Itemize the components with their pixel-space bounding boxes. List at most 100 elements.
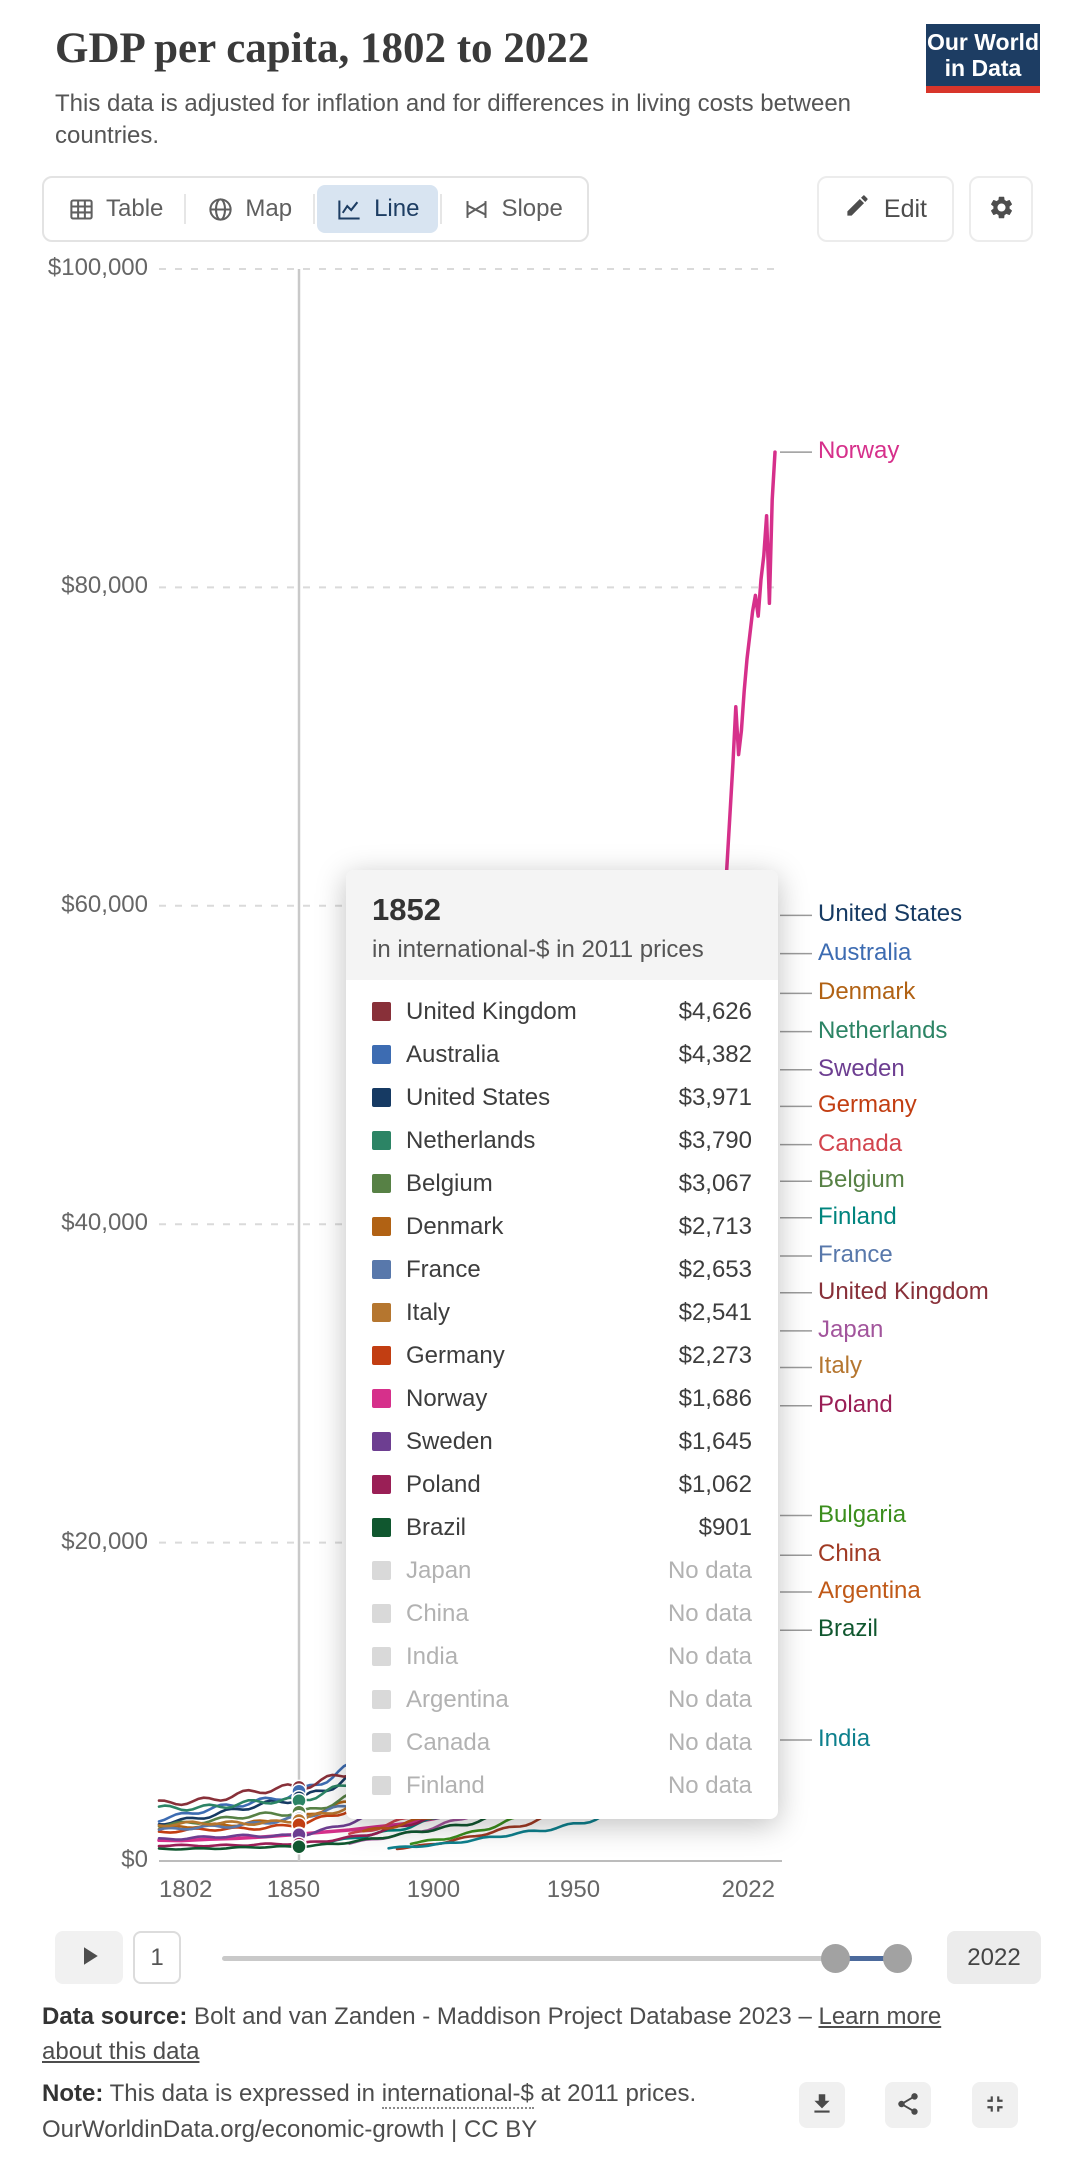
series-name: Denmark xyxy=(406,1212,504,1240)
series-name: Japan xyxy=(406,1556,472,1584)
series-color-swatch xyxy=(372,1518,391,1537)
tooltip-row: Belgium $3,067 xyxy=(372,1162,752,1205)
tab-separator xyxy=(440,194,443,224)
x-tick-label: 1900 xyxy=(406,1876,461,1903)
tooltip-rows: United Kingdom $4,626 Australia $4,382 Unite… xyxy=(346,980,778,1819)
series-value: No data xyxy=(667,1685,752,1713)
tooltip-row: China No data xyxy=(372,1592,752,1635)
line-chart-icon xyxy=(336,196,363,223)
learn-more-link[interactable]: Learn more about this data xyxy=(42,2003,942,2065)
international-dollar-term[interactable]: international-$ xyxy=(381,2080,534,2109)
series-value: No data xyxy=(667,1642,752,1670)
y-tick-label: $20,000 xyxy=(61,1527,148,1555)
series-color-swatch xyxy=(372,1561,391,1580)
tab-table[interactable]: Table xyxy=(49,185,182,233)
series-value: $2,653 xyxy=(678,1255,752,1283)
series-name: Italy xyxy=(406,1298,451,1326)
tooltip-row: Italy $2,541 xyxy=(372,1291,752,1334)
series-value: $4,626 xyxy=(678,997,752,1025)
exit-fullscreen-button[interactable] xyxy=(972,2082,1018,2128)
x-tick-label: 2022 xyxy=(721,1876,775,1903)
series-value: No data xyxy=(667,1599,752,1627)
pencil-icon xyxy=(844,192,871,226)
y-tick-label: $60,000 xyxy=(61,890,148,918)
series-color-swatch xyxy=(372,1389,391,1408)
series-value: $3,790 xyxy=(678,1126,752,1154)
series-color-swatch xyxy=(372,1776,391,1795)
gridlines xyxy=(159,268,782,1862)
tab-label: Map xyxy=(245,195,293,222)
series-value: No data xyxy=(667,1556,752,1584)
x-tick-label: 1950 xyxy=(546,1876,601,1903)
x-tick-label: 1802 xyxy=(159,1876,213,1903)
y-tick-label: $100,000 xyxy=(47,254,148,281)
tooltip-row: Australia $4,382 xyxy=(372,1033,752,1076)
page-title: GDP per capita, 1802 to 2022 xyxy=(55,25,590,72)
series-name: Poland xyxy=(406,1470,481,1498)
data-source-label: Data source: xyxy=(42,2003,188,2030)
series-color-swatch xyxy=(372,1002,391,1021)
series-name: Norway xyxy=(406,1384,488,1412)
note-label: Note: xyxy=(42,2080,104,2107)
series-value: No data xyxy=(667,1771,752,1799)
tooltip-row: Norway $1,686 xyxy=(372,1377,752,1420)
series-name: United Kingdom xyxy=(406,997,577,1025)
series-name: Australia xyxy=(406,1040,500,1068)
series-name: China xyxy=(406,1599,469,1627)
play-button[interactable] xyxy=(55,1931,123,1984)
series-name: United States xyxy=(406,1083,551,1111)
hover-dots xyxy=(291,1779,307,1855)
map-chart-icon xyxy=(207,196,234,223)
series-value: $2,541 xyxy=(678,1298,752,1326)
y-tick-label: $40,000 xyxy=(61,1209,148,1237)
tooltip-year: 1852 xyxy=(372,892,441,927)
series-name: Canada xyxy=(406,1728,491,1756)
gear-icon xyxy=(988,194,1015,224)
series-name: Brazil xyxy=(406,1513,467,1541)
logo-line1: Our World xyxy=(926,28,1039,55)
tooltip-row: Brazil $901 xyxy=(372,1506,752,1549)
share-icon xyxy=(895,2091,921,2120)
edit-button[interactable]: Edit xyxy=(816,176,954,242)
timeline-track[interactable] xyxy=(222,1956,905,1961)
y-tick-label: $80,000 xyxy=(61,572,148,600)
settings-button[interactable] xyxy=(969,176,1033,242)
series-name: Netherlands xyxy=(406,1126,536,1154)
series-color-swatch xyxy=(372,1733,391,1752)
series-color-swatch xyxy=(372,1647,391,1666)
slope-chart-icon xyxy=(463,196,490,223)
tab-map[interactable]: Map xyxy=(188,185,311,233)
timeline-selected-range[interactable] xyxy=(835,1956,897,1961)
series-value: No data xyxy=(667,1728,752,1756)
timeline-handle-start[interactable] xyxy=(821,1944,850,1973)
hover-tooltip: 1852 in international-$ in 2011 prices U… xyxy=(346,870,778,1819)
series-value: $2,273 xyxy=(678,1341,752,1369)
tooltip-row: India No data xyxy=(372,1635,752,1678)
tooltip-subtitle: in international-$ in 2011 prices xyxy=(372,936,704,963)
chart-subtitle: This data is adjusted for inflation and … xyxy=(55,90,852,149)
series-value: $3,971 xyxy=(678,1083,752,1111)
download-button[interactable] xyxy=(799,2082,845,2128)
timeline-end-year[interactable]: 2022 xyxy=(947,1931,1041,1984)
tooltip-row: United Kingdom $4,626 xyxy=(372,990,752,1033)
series-value: $4,382 xyxy=(678,1040,752,1068)
play-icon xyxy=(74,1941,104,1974)
tooltip-row: United States $3,971 xyxy=(372,1076,752,1119)
owid-logo[interactable]: Our World in Data xyxy=(926,24,1040,93)
series-value: $1,062 xyxy=(678,1470,752,1498)
series-color-swatch xyxy=(372,1475,391,1494)
tab-line[interactable]: Line xyxy=(317,185,439,233)
series-name: India xyxy=(406,1642,459,1670)
tooltip-header: 1852 in international-$ in 2011 prices xyxy=(346,870,778,980)
series-value: $3,067 xyxy=(678,1169,752,1197)
series-color-swatch xyxy=(372,1131,391,1150)
timeline-handle-end[interactable] xyxy=(883,1944,912,1973)
table-chart-icon xyxy=(68,196,95,223)
tooltip-row: Netherlands $3,790 xyxy=(372,1119,752,1162)
share-button[interactable] xyxy=(885,2082,931,2128)
data-source-line: Data source: Bolt and van Zanden - Maddi… xyxy=(42,2000,1002,2070)
tab-slope[interactable]: Slope xyxy=(444,185,581,233)
series-value: $901 xyxy=(698,1513,752,1541)
series-value: $1,645 xyxy=(678,1427,752,1455)
timeline-start-year[interactable]: 1 xyxy=(133,1931,181,1984)
